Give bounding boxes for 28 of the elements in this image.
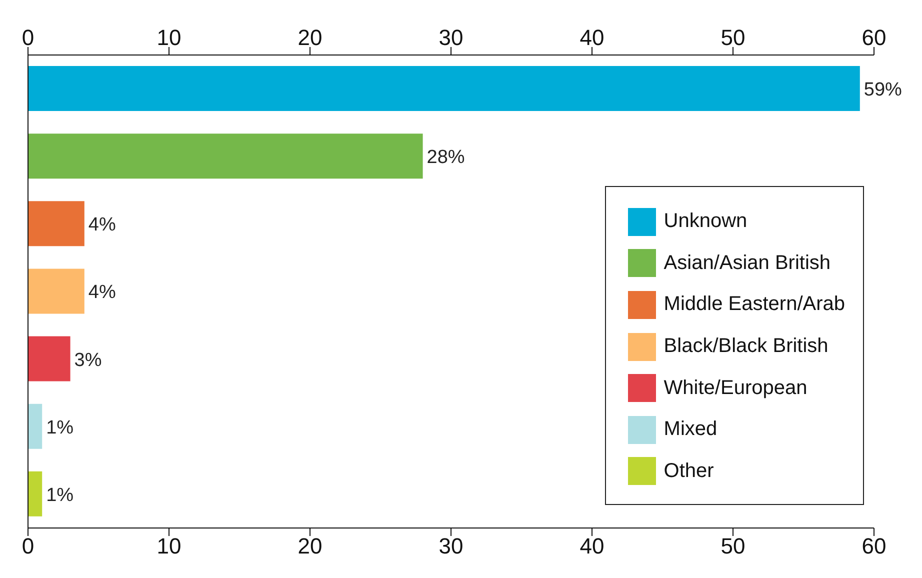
x-tick-label: 10 (156, 534, 182, 559)
legend-label: Asian/Asian British (664, 252, 831, 275)
data-label: 28% (426, 147, 465, 168)
legend-label: Black/Black British (664, 335, 828, 358)
x-tick-label: 20 (298, 534, 322, 559)
x-tick-label: 0 (22, 534, 34, 559)
data-label: 3% (74, 350, 102, 371)
x-tick-label: 30 (438, 534, 464, 559)
x2-tick-label: 50 (720, 25, 746, 50)
x2-tick-label: 60 (862, 25, 886, 50)
data-label: 59% (864, 80, 902, 100)
x-tick-label: 60 (862, 534, 886, 559)
data-label: 1% (46, 417, 74, 438)
legend-label: Other (664, 460, 714, 483)
legend-label: White/European (664, 376, 808, 400)
x2-tick-label: 20 (298, 25, 322, 50)
legend-label: Unknown (664, 210, 748, 234)
legend-label: Mixed (664, 418, 718, 442)
x-tick-label: 40 (580, 534, 604, 559)
legend-label: Middle Eastern/Arab (664, 293, 845, 316)
x-tick-label: 50 (720, 534, 746, 559)
data-label: 1% (46, 484, 74, 506)
x2-tick-label: 30 (438, 25, 464, 50)
x2-tick-label: 40 (580, 25, 604, 50)
x2-tick-label: 10 (156, 25, 182, 50)
data-label: 4% (88, 214, 116, 236)
data-label: 4% (88, 282, 116, 304)
x2-tick-label: 0 (22, 25, 34, 50)
